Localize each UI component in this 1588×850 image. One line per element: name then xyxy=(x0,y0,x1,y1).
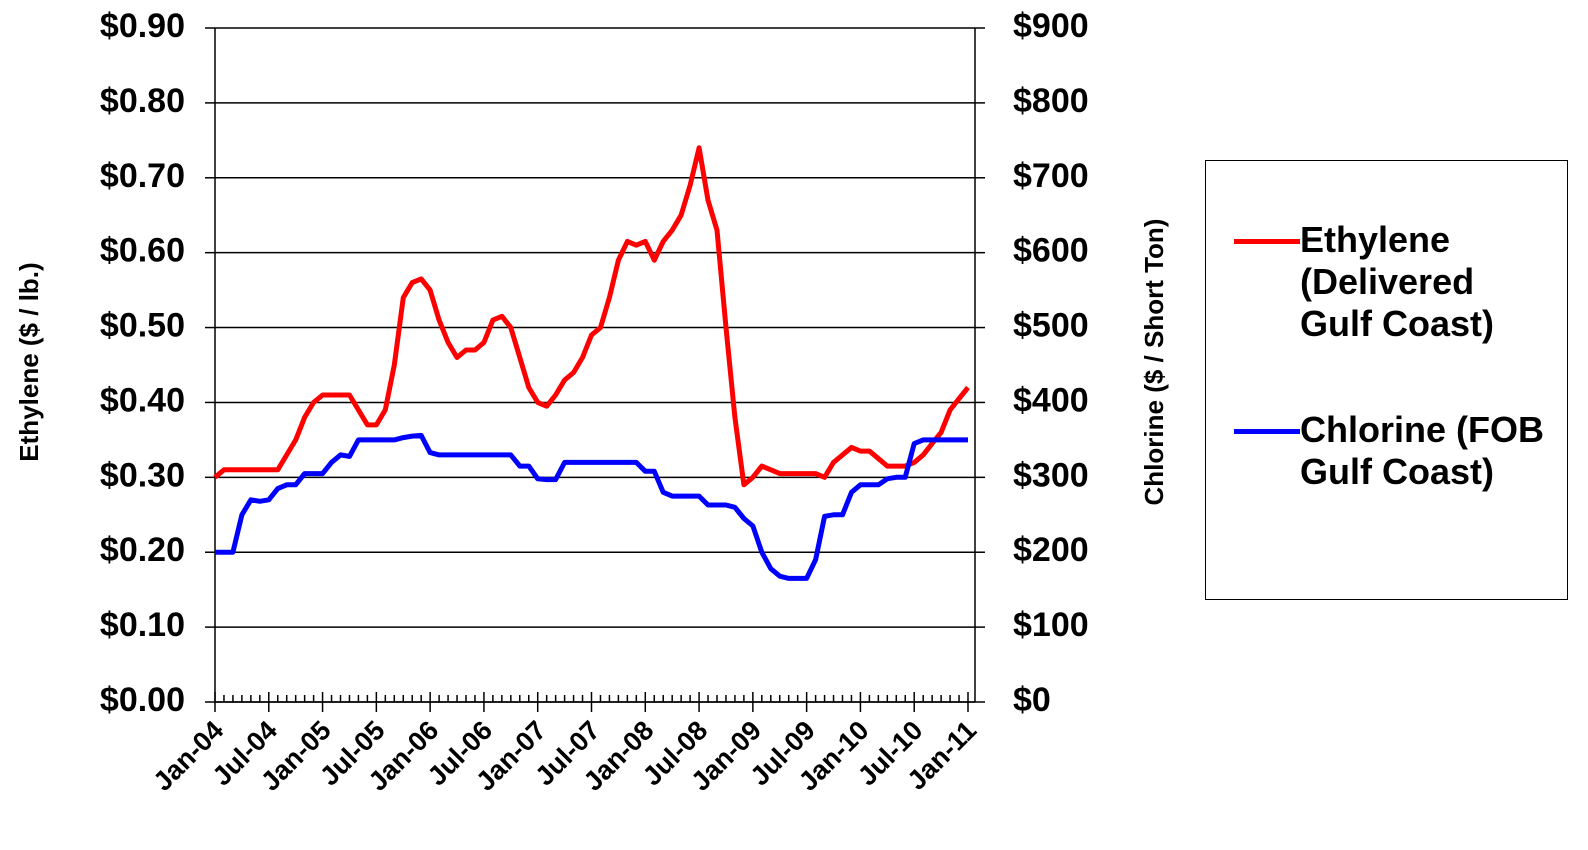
legend-label: Ethylene (Delivered Gulf Coast) xyxy=(1300,219,1494,344)
y2-tick-label: $300 xyxy=(1013,456,1089,494)
y2-tick-label: $500 xyxy=(1013,307,1089,345)
y-tick-label: $0.50 xyxy=(100,307,185,345)
legend: Ethylene (Delivered Gulf Coast) Chlorine … xyxy=(1205,160,1568,600)
y-tick-label: $0.60 xyxy=(100,232,185,270)
y-tick-label: $0.70 xyxy=(100,157,185,195)
y-tick-label: $0.90 xyxy=(100,7,185,45)
y2-tick-label: $400 xyxy=(1013,381,1089,419)
y-tick-label: $0.00 xyxy=(100,681,185,719)
y2-tick-label: $700 xyxy=(1013,157,1089,195)
x-tick-label: Jan-04 xyxy=(148,715,230,797)
y2-tick-label: $800 xyxy=(1013,82,1089,120)
y2-tick-label: $900 xyxy=(1013,7,1089,45)
y-tick-label: $0.10 xyxy=(100,606,185,644)
y-tick-label: $0.30 xyxy=(100,456,185,494)
y2-tick-label: $200 xyxy=(1013,531,1089,569)
y-tick-label: $0.80 xyxy=(100,82,185,120)
y2-tick-label: $100 xyxy=(1013,606,1089,644)
legend-label: Chlorine (FOB Gulf Coast) xyxy=(1300,409,1544,492)
y-tick-label: $0.20 xyxy=(100,531,185,569)
legend-entry: Chlorine (FOB Gulf Coast) xyxy=(1234,409,1555,493)
y-axis-title: Ethylene ($ / lb.) xyxy=(14,262,44,461)
y2-tick-label: $0 xyxy=(1013,681,1051,719)
legend-swatch xyxy=(1234,429,1300,434)
legend-entry: Ethylene (Delivered Gulf Coast) xyxy=(1234,219,1555,345)
y2-axis-title: Chlorine ($ / Short Ton) xyxy=(1139,219,1169,506)
legend-swatch xyxy=(1234,239,1300,244)
series-line xyxy=(213,145,970,488)
y2-tick-label: $600 xyxy=(1013,232,1089,270)
series-line xyxy=(215,432,968,581)
y-tick-label: $0.40 xyxy=(100,381,185,419)
